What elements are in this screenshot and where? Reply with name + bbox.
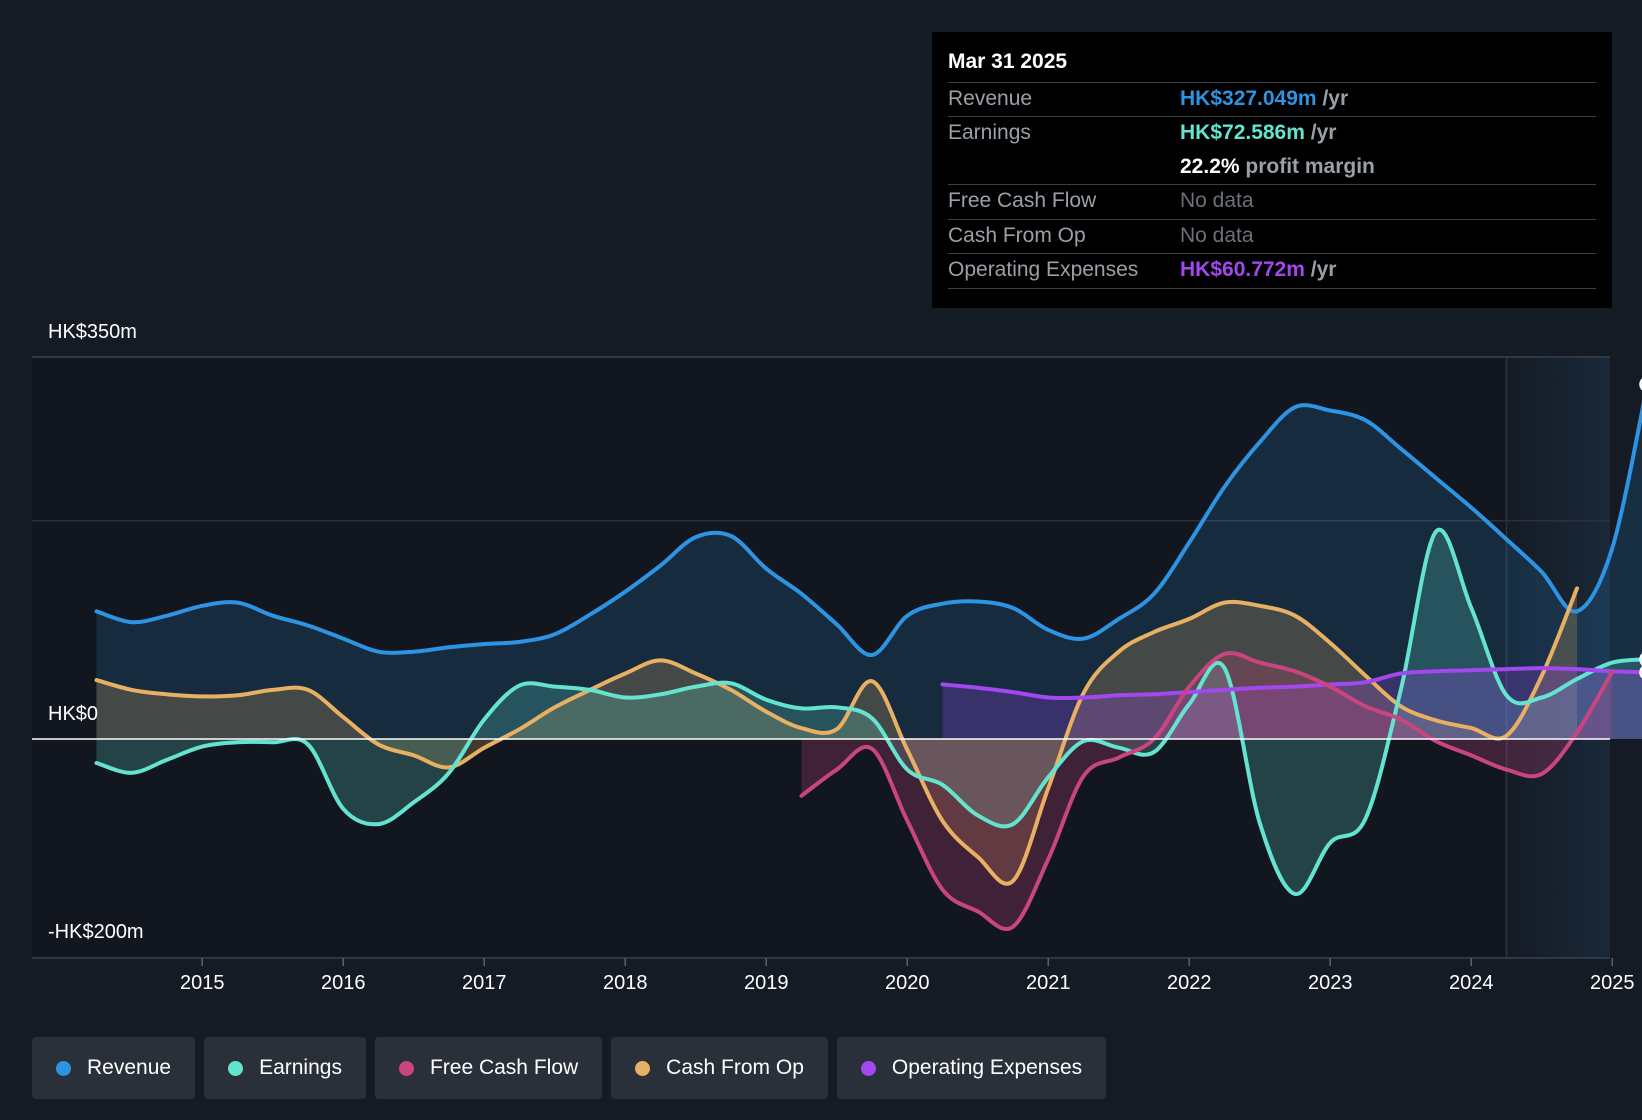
earnings-unit: /yr	[1310, 121, 1337, 144]
x-tick-label: 2017	[462, 972, 507, 994]
x-tick-label: 2023	[1308, 972, 1353, 994]
x-tick-label: 2022	[1167, 972, 1212, 994]
legend-item-opex[interactable]: Operating Expenses	[836, 1037, 1107, 1099]
fcf-line	[799, 651, 1615, 931]
y-axis-top-label: HK$350m	[48, 321, 137, 343]
revenue-unit: /yr	[1322, 87, 1349, 110]
legend-cfo-label: Cash From Op	[666, 1056, 804, 1079]
tooltip-fcf-label: Free Cash Flow	[948, 189, 1097, 212]
margin-amount: 22.2%	[1180, 155, 1240, 178]
x-tick-label: 2024	[1449, 972, 1494, 994]
tooltip-row-cfo: Cash From Op No data	[948, 219, 1596, 254]
tooltip-opex-label: Operating Expenses	[948, 258, 1139, 281]
tooltip-earnings-value: HK$72.586m /yr	[1180, 121, 1336, 145]
tooltip-cfo-value: No data	[1180, 224, 1254, 247]
revenue-amount: HK$327.049m	[1180, 87, 1317, 110]
earnings-dot-icon	[228, 1060, 244, 1076]
legend-item-earnings[interactable]: Earnings	[204, 1037, 366, 1099]
legend-revenue-label: Revenue	[87, 1056, 172, 1079]
opex-line	[940, 666, 1642, 701]
x-tick-label: 2018	[603, 972, 648, 994]
tooltip-date: Mar 31 2025	[948, 50, 1068, 73]
x-tick-label: 2021	[1026, 972, 1071, 994]
y-axis-bottom-label: -HK$200m	[48, 921, 144, 943]
x-tick-label: 2019	[744, 972, 789, 994]
cfo-line	[94, 586, 1579, 886]
cfo-area	[96, 588, 1577, 884]
tooltip-row-earnings: Earnings HK$72.586m /yr 22.2% profit mar…	[948, 116, 1596, 185]
tooltip-margin-value: 22.2% profit margin	[1180, 155, 1375, 179]
y-axis-zero-label: HK$0	[48, 703, 99, 725]
legend-item-fcf[interactable]: Free Cash Flow	[374, 1037, 603, 1099]
margin-unit: profit margin	[1245, 155, 1375, 178]
x-tick-label: 2020	[885, 972, 930, 994]
fcf-dot-icon	[398, 1060, 414, 1076]
opex-unit: /yr	[1310, 258, 1337, 281]
cfo-dot-icon	[635, 1060, 651, 1076]
tooltip-cfo-label: Cash From Op	[948, 224, 1086, 247]
tooltip-panel: Mar 31 2025 Revenue HK$327.049m /yr Earn…	[932, 32, 1612, 308]
tooltip-earnings-label: Earnings	[948, 121, 1031, 144]
legend-earnings-label: Earnings	[259, 1056, 342, 1079]
x-tick-label: 2016	[321, 972, 366, 994]
tooltip-revenue-label: Revenue	[948, 87, 1033, 110]
revenue-area	[96, 405, 1642, 739]
tooltip-row-revenue: Revenue HK$327.049m /yr	[948, 82, 1596, 117]
forecast-region	[1506, 357, 1610, 958]
legend-opex-label: Operating Expenses	[891, 1056, 1083, 1079]
tooltip-row-opex: Operating Expenses HK$60.772m /yr	[948, 253, 1596, 289]
earnings-amount: HK$72.586m	[1180, 121, 1305, 144]
tooltip-opex-value: HK$60.772m /yr	[1180, 258, 1336, 282]
revenue-line	[94, 401, 1642, 657]
x-tick-label: 2015	[180, 972, 225, 994]
tooltip-row-fcf: Free Cash Flow No data	[948, 184, 1596, 219]
legend-item-cfo[interactable]: Cash From Op	[611, 1037, 828, 1099]
opex-amount: HK$60.772m	[1180, 258, 1305, 281]
fcf-area	[801, 652, 1613, 930]
opex-dot-icon	[860, 1060, 876, 1076]
legend-fcf-label: Free Cash Flow	[429, 1056, 579, 1079]
x-tick-label: 2025	[1590, 972, 1635, 994]
chart-legend: Revenue Earnings Free Cash Flow Cash Fro…	[32, 1037, 1107, 1099]
revenue-dot-icon	[56, 1060, 71, 1076]
opex-area	[942, 668, 1642, 739]
legend-item-revenue[interactable]: Revenue	[32, 1037, 196, 1099]
tooltip-fcf-value: No data	[1180, 189, 1254, 212]
tooltip-revenue-value: HK$327.049m /yr	[1180, 87, 1348, 111]
